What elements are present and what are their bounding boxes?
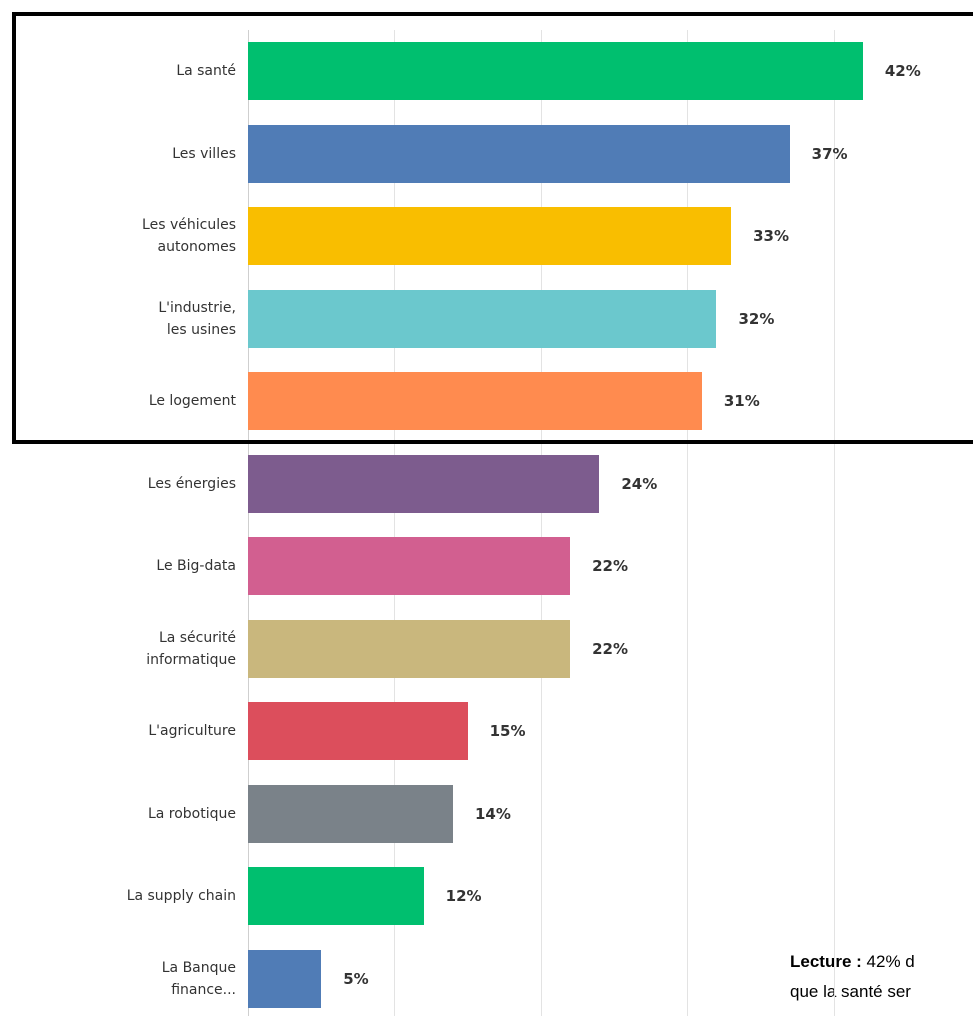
bar [248,124,790,183]
category-label: Le logement [148,393,236,409]
category-label: Les véhicules autonomes [142,217,236,255]
category-label: L'agriculture [148,723,236,739]
category-label: Les villes [172,145,236,162]
value-label: 42% [884,62,921,80]
category-label: La supply chain [126,888,236,904]
value-label: 5% [343,969,369,988]
bar [248,702,468,760]
bar [248,42,863,100]
annotation: Lecture : 42% d [790,952,915,972]
grid-line [540,30,542,1016]
bar [248,867,424,925]
value-label: 31% [723,392,760,410]
value-label: 33% [753,227,790,245]
category-label: La santé [176,63,236,79]
bar [248,537,571,595]
value-label: 15% [489,722,526,740]
value-label: 22% [592,557,628,575]
bar [248,784,453,843]
bar [248,619,571,678]
annotation-text: 42% d [866,952,915,971]
grid-line [687,30,689,1016]
value-label: 14% [474,804,511,823]
value-label: 24% [621,474,658,493]
value-label: 22% [592,639,628,658]
highlight-box [12,12,973,444]
bar [248,454,600,513]
bar [248,372,702,430]
grid-line [833,30,835,1016]
annotation-text: que la santé ser [790,982,911,1001]
bar [248,207,732,265]
value-label: 32% [738,309,775,328]
grid-line [248,30,249,1016]
category-label: Le Big-data [156,558,236,574]
value-label: 37% [811,144,848,163]
value-label: 12% [445,887,482,905]
category-label: La Banque finance... [161,959,236,998]
category-label: Les énergies [147,475,236,492]
grid-line [394,30,396,1016]
category-label: L'industrie, les usines [158,299,236,338]
bar [248,289,717,348]
category-label: La robotique [147,805,236,822]
category-label: La sécurité informatique [146,629,236,668]
annotation-bold: Lecture : [790,952,862,971]
bar [248,949,322,1008]
